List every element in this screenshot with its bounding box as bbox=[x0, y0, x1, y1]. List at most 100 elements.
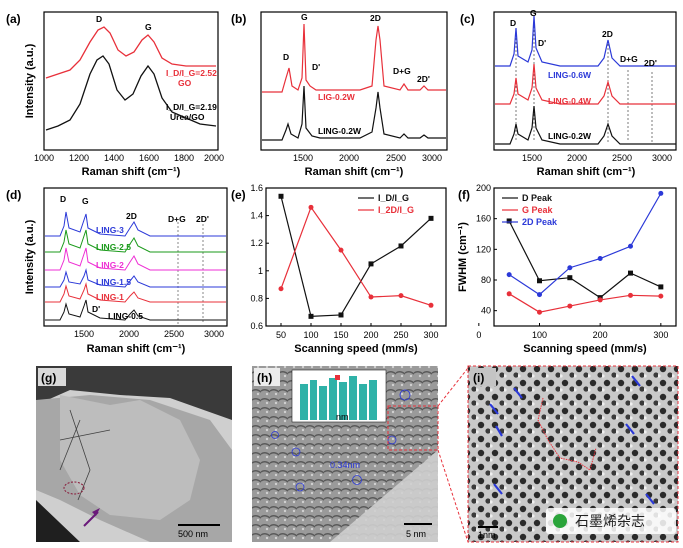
panel-e-xlabel: Scanning speed (mm/s) bbox=[294, 343, 418, 355]
panel-d-xtick: 3000 bbox=[204, 329, 224, 339]
panel-f-letter: (f) bbox=[458, 188, 470, 202]
data-point bbox=[506, 272, 512, 278]
panel-h-circle bbox=[352, 475, 362, 485]
data-point bbox=[368, 294, 374, 300]
panel-b-xtick: 1500 bbox=[293, 153, 313, 163]
panel-a-ureago-spectrum bbox=[45, 55, 217, 131]
panel-h-letter: (h) bbox=[257, 371, 272, 385]
panel-a-ureago-ratio: I_D/I_G=2.19 bbox=[166, 102, 217, 112]
panel-h-inset-bar bbox=[359, 384, 367, 420]
panel-g-dark-region bbox=[36, 366, 232, 420]
panel-h-scalebar-label: 5 nm bbox=[406, 529, 426, 539]
panel-c-series-04w: LING-0.4W bbox=[548, 96, 592, 106]
panel-c-06w-spectrum bbox=[495, 15, 676, 67]
panel-g-sheet bbox=[60, 395, 200, 520]
panel-a-xtick: 1800 bbox=[174, 153, 194, 163]
panel-d-ling05-spectrum bbox=[45, 299, 226, 321]
panel-d-xticks: 1500 2000 2500 3000 bbox=[74, 329, 224, 339]
panel-d-xtick: 2500 bbox=[164, 329, 184, 339]
panel-d-peak-d: D bbox=[60, 194, 66, 204]
data-point bbox=[338, 247, 344, 253]
panel-c-xticks: 1500 2000 2500 3000 bbox=[522, 153, 672, 163]
y-tick-label: 1.6 bbox=[250, 183, 263, 193]
panel-f-xlabel: Scanning speed (mm/s) bbox=[523, 343, 647, 355]
panel-h-inset-xlabel: nm bbox=[336, 412, 349, 422]
panel-f-ylabel: FWHM (cm⁻¹) bbox=[457, 222, 469, 292]
panel-h-inset-bar bbox=[300, 384, 308, 420]
panel-a-go-ratio: I_D/I_G=2.52 bbox=[166, 68, 217, 78]
panel-i-arrow bbox=[495, 425, 503, 437]
data-point bbox=[368, 261, 374, 267]
panel-h-circle bbox=[387, 435, 397, 445]
panel-b: (b) D G D' 2D D+G 2D' LIG-0.2W LING-0.2W… bbox=[231, 11, 448, 178]
data-point bbox=[428, 215, 434, 221]
panel-c-frame bbox=[493, 11, 677, 151]
legend-label: G Peak bbox=[522, 205, 554, 215]
panel-d-series-ling15: LING-1.5 bbox=[96, 277, 131, 287]
panel-a-xtick: 1400 bbox=[104, 153, 124, 163]
panel-b-xtick: 2500 bbox=[386, 153, 406, 163]
panel-h-circle bbox=[399, 389, 411, 401]
panel-b-xticks: 1500 2000 2500 3000 bbox=[293, 153, 442, 163]
panel-b-lig-spectrum bbox=[262, 23, 446, 93]
x-tick-label: 150 bbox=[333, 330, 348, 340]
panel-e-frame bbox=[265, 187, 447, 327]
x-tick-label: 100 bbox=[303, 330, 318, 340]
panel-c-xtick: 2500 bbox=[612, 153, 632, 163]
panel-d-ling25-spectrum bbox=[45, 229, 226, 253]
zoom-connector-top bbox=[437, 367, 469, 407]
x-tick-label: 300 bbox=[653, 330, 668, 340]
panel-i-trace bbox=[537, 397, 597, 471]
panel-c-xtick: 2000 bbox=[567, 153, 587, 163]
panel-d-peak-dp: D' bbox=[92, 304, 100, 314]
panel-h-circle bbox=[271, 431, 279, 439]
data-point bbox=[658, 284, 664, 290]
panel-c-xtick: 3000 bbox=[652, 153, 672, 163]
panel-i-arrow bbox=[493, 483, 503, 495]
panel-i-arrow bbox=[625, 423, 635, 435]
y-tick-label: 1 bbox=[258, 266, 263, 276]
data-point bbox=[338, 312, 344, 318]
panel-b-peak-2dp: 2D' bbox=[417, 74, 430, 84]
panel-i-arrow bbox=[513, 387, 523, 399]
data-point bbox=[278, 193, 284, 199]
panel-f-frame bbox=[493, 187, 677, 327]
data-point bbox=[537, 278, 542, 284]
series-line bbox=[508, 293, 661, 313]
panel-g-wrinkle bbox=[69, 409, 91, 501]
panel-d: (d) D G D' 2D D+G 2D' LING-3 LING-2.5 LI… bbox=[6, 187, 228, 355]
panel-d-peak-2dp: 2D' bbox=[196, 214, 209, 224]
panel-h-inset-bar bbox=[369, 380, 377, 420]
panel-b-xtick: 2000 bbox=[339, 153, 359, 163]
panel-b-series-ling: LING-0.2W bbox=[318, 126, 362, 136]
panel-g-wrinkle bbox=[59, 419, 81, 471]
panel-a: (a) D G I_D/I_G=2.52 GO I_D/I_G=2.19 Ure… bbox=[6, 11, 224, 178]
series-line bbox=[508, 220, 662, 299]
panel-a-peak-d: D bbox=[96, 14, 102, 24]
panel-d-series-ling1: LING-1 bbox=[96, 292, 124, 302]
panel-c-xtick: 1500 bbox=[522, 153, 542, 163]
data-point bbox=[628, 243, 633, 249]
panel-i-arrow bbox=[645, 493, 655, 505]
watermark-bg bbox=[546, 508, 676, 534]
panel-d-xtick: 2000 bbox=[119, 329, 139, 339]
watermark-text: 石墨烯杂志 bbox=[575, 514, 645, 530]
panel-a-go-name: GO bbox=[178, 78, 192, 88]
data-point bbox=[628, 270, 633, 276]
panel-h-circle bbox=[291, 447, 301, 457]
panel-b-frame bbox=[260, 11, 448, 151]
panel-a-xticks: 1000 1200 1400 1600 1800 2000 bbox=[34, 153, 224, 163]
panel-c-02w-spectrum bbox=[495, 105, 676, 145]
panel-d-letter: (d) bbox=[6, 188, 21, 202]
data-point bbox=[628, 292, 633, 298]
panel-h-letter-bg bbox=[254, 368, 280, 386]
panel-c-guides bbox=[515, 22, 653, 142]
y-tick-label: 120 bbox=[476, 244, 491, 254]
data-point bbox=[398, 293, 404, 299]
panel-a-letter: (a) bbox=[6, 12, 21, 26]
panel-c-04w-spectrum bbox=[495, 63, 676, 105]
panel-a-xtick: 1200 bbox=[69, 153, 89, 163]
panel-d-xlabel: Raman shift (cm⁻¹) bbox=[87, 343, 186, 355]
x-tick-label: 200 bbox=[363, 330, 378, 340]
